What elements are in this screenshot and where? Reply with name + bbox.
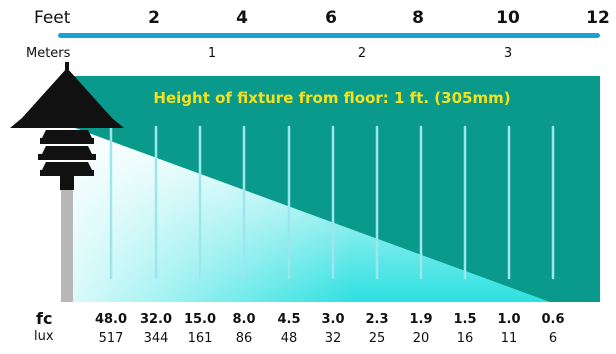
fc-value: 4.5 — [277, 312, 301, 327]
diagram-title: Height of fixture from floor: 1 ft. (305… — [153, 89, 511, 107]
lux-value: 517 — [98, 331, 124, 346]
fc-value: 0.6 — [541, 312, 565, 327]
fc-label: fc — [36, 309, 53, 328]
lux-value: 32 — [324, 331, 342, 346]
lux-value: 86 — [235, 331, 253, 346]
fc-value: 8.0 — [232, 312, 256, 327]
fc-value: 32.0 — [139, 312, 173, 327]
fixture-head-icon — [10, 62, 124, 190]
lux-value: 16 — [456, 331, 474, 346]
feet-tick-label: 12 — [586, 8, 610, 28]
feet-tick-label: 6 — [325, 8, 337, 28]
grid-lines — [109, 125, 555, 280]
feet-tick-label: 2 — [148, 8, 160, 28]
scale-bar — [58, 33, 600, 38]
fixture-post — [61, 188, 73, 302]
fc-value: 1.0 — [497, 312, 521, 327]
feet-tick-label: 10 — [496, 8, 520, 28]
lux-value: 161 — [187, 331, 213, 346]
fc-value: 1.9 — [409, 312, 433, 327]
fc-value: 15.0 — [183, 312, 217, 327]
meters-label: Meters — [26, 46, 71, 61]
lux-value: 25 — [368, 331, 386, 346]
lux-value: 6 — [548, 331, 558, 346]
lux-value: 48 — [280, 331, 298, 346]
feet-tick-label: 8 — [412, 8, 424, 28]
feet-tick-label: 4 — [236, 8, 248, 28]
lux-value: 20 — [412, 331, 430, 346]
light-beam-glow — [64, 124, 550, 302]
fc-value: 2.3 — [365, 312, 389, 327]
meter-tick-label: 1 — [207, 46, 217, 61]
fc-value: 48.0 — [94, 312, 128, 327]
lux-value: 344 — [143, 331, 169, 346]
lux-label: lux — [34, 329, 54, 344]
lux-value: 11 — [500, 331, 518, 346]
meter-tick-label: 3 — [503, 46, 513, 61]
fc-value: 1.5 — [453, 312, 477, 327]
meter-tick-label: 2 — [357, 46, 367, 61]
feet-label: Feet — [34, 8, 71, 28]
fc-value: 3.0 — [321, 312, 345, 327]
